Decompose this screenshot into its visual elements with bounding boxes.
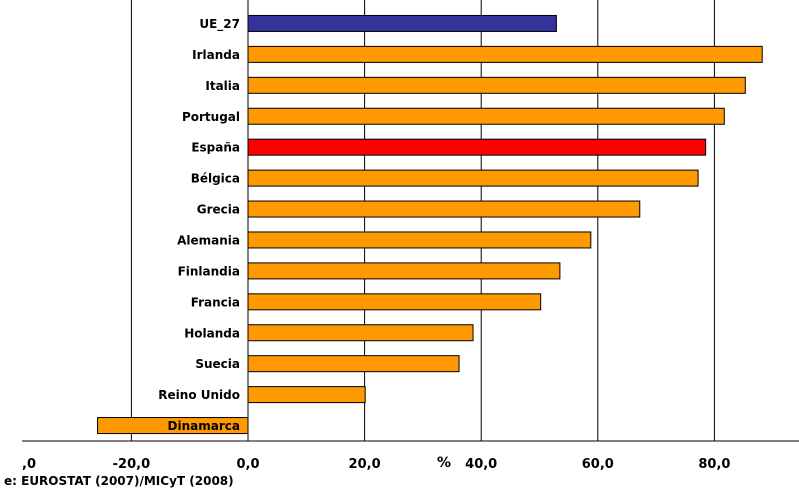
- category-label: UE_27: [199, 17, 240, 32]
- x-axis: ,0 -20,0 0,0 20,0 40,0 60,0 80,0%: [22, 440, 799, 472]
- bar-alemania: [247, 231, 592, 249]
- source-note: e: EUROSTAT (2007)/MICyT (2008): [4, 474, 234, 488]
- bar-irlanda: [247, 45, 763, 63]
- category-label: Holanda: [184, 326, 240, 340]
- x-axis-title: %: [437, 455, 451, 471]
- x-tick-label: 0,0: [236, 457, 259, 472]
- bar-finlandia: [247, 262, 561, 280]
- category-label: Italia: [205, 79, 240, 93]
- bar-ue_27: [247, 14, 557, 32]
- bar-dinamarca: [97, 417, 249, 435]
- bar-reino-unido: [247, 386, 366, 404]
- grid-lines: [130, 0, 715, 441]
- x-tick-label: ,0: [22, 457, 36, 472]
- bars: [97, 14, 763, 435]
- category-label: Finlandia: [178, 264, 240, 278]
- category-label: Grecia: [197, 203, 240, 217]
- bar-suecia: [247, 355, 460, 373]
- category-label: Irlanda: [192, 48, 240, 62]
- x-tick-label: 20,0: [349, 457, 381, 472]
- category-label: España: [191, 141, 240, 155]
- bar-bélgica: [247, 169, 699, 187]
- bar-portugal: [247, 107, 725, 125]
- category-label: Suecia: [195, 357, 240, 371]
- bar-grecia: [247, 200, 641, 218]
- category-label: Portugal: [182, 110, 240, 124]
- category-label: Alemania: [177, 233, 240, 247]
- category-label: Bélgica: [191, 172, 240, 186]
- x-tick-label: 80,0: [698, 457, 730, 472]
- category-label: Dinamarca: [168, 419, 240, 433]
- bar-españa: [247, 138, 707, 156]
- x-tick-label: -20,0: [113, 457, 150, 472]
- bar-holanda: [247, 324, 474, 342]
- x-tick-label: 40,0: [465, 457, 497, 472]
- category-labels: UE_27 Irlanda Italia Portugal España Bélgica G…: [158, 17, 240, 433]
- category-label: Francia: [191, 295, 240, 309]
- category-label: Reino Unido: [158, 388, 240, 402]
- bar-italia: [247, 76, 746, 94]
- bar-francia: [247, 293, 542, 311]
- x-tick-label: 60,0: [582, 457, 614, 472]
